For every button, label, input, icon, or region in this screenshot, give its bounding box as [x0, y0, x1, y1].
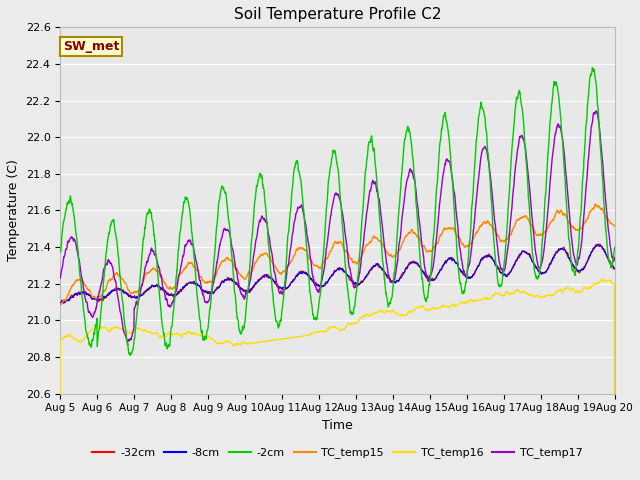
Legend: -32cm, -8cm, -2cm, TC_temp15, TC_temp16, TC_temp17: -32cm, -8cm, -2cm, TC_temp15, TC_temp16,…: [88, 443, 587, 463]
Y-axis label: Temperature (C): Temperature (C): [7, 159, 20, 262]
Title: Soil Temperature Profile C2: Soil Temperature Profile C2: [234, 7, 441, 22]
X-axis label: Time: Time: [322, 419, 353, 432]
Text: SW_met: SW_met: [63, 40, 120, 53]
